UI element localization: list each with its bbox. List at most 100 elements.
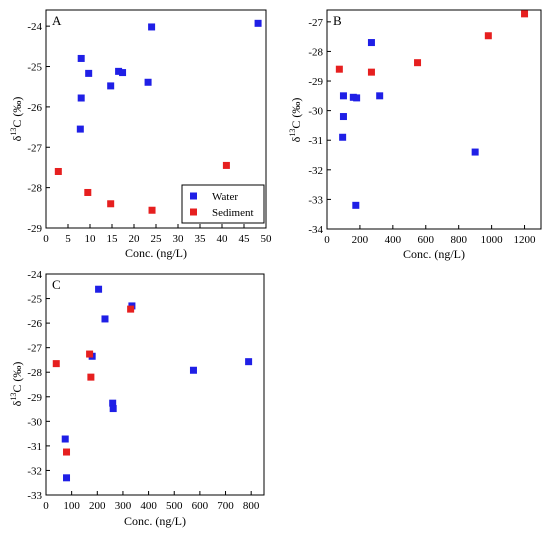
water-point (95, 285, 103, 293)
y-tick-label: -29 (27, 392, 42, 404)
y-tick-label: -25 (27, 294, 42, 306)
x-tick-label: 800 (450, 234, 467, 246)
water-point (77, 54, 85, 62)
sediment-point (367, 68, 375, 76)
y-axis-label: δ13C (‰) (288, 98, 303, 143)
y-tick-label: -33 (27, 490, 42, 502)
x-tick-label: 1000 (481, 234, 504, 246)
x-tick-label: 200 (352, 234, 369, 246)
water-point (148, 23, 156, 31)
water-point (471, 148, 479, 156)
water-point (63, 474, 71, 482)
water-point (61, 435, 69, 443)
sediment-point (52, 360, 60, 368)
x-tick-label: 30 (173, 233, 185, 245)
water-point (119, 69, 127, 77)
x-tick-label: 1200 (514, 234, 537, 246)
water-point (352, 201, 360, 209)
water-point (77, 94, 85, 102)
x-tick-label: 15 (107, 233, 119, 245)
y-tick-label: -26 (27, 102, 42, 114)
x-tick-label: 400 (385, 234, 402, 246)
sediment-point (414, 59, 422, 67)
chart-panel-a: 0 5 10 15 20 25 30 35 40 45 50 -29 -28 -27 -26 -25 -24 A C… (9, 9, 273, 260)
y-tick-label: -32 (27, 465, 42, 477)
y-tick-label: -29 (308, 76, 323, 88)
y-tick-label: -28 (308, 46, 323, 58)
water-legend-marker (190, 192, 197, 200)
x-tick-label: 10 (85, 233, 97, 245)
x-tick-label: 45 (239, 233, 251, 245)
x-tick-label: 25 (151, 233, 163, 245)
x-tick-label: 20 (129, 233, 141, 245)
x-tick-label: 50 (261, 233, 273, 245)
sediment-point (127, 305, 135, 313)
x-tick-label: 0 (43, 500, 49, 512)
x-tick-label: 100 (63, 500, 80, 512)
y-tick-label: -24 (27, 269, 42, 281)
y-tick-label: -29 (27, 223, 42, 235)
y-tick-label: -27 (27, 142, 42, 154)
water-point (85, 69, 93, 77)
x-axis-label: Conc. (ng/L) (125, 246, 187, 260)
y-tick-label: -27 (27, 343, 42, 355)
y-tick-label: -27 (308, 17, 323, 29)
y-tick-label: -30 (308, 106, 323, 118)
water-point (109, 399, 117, 407)
y-tick-label: -26 (27, 318, 42, 330)
sediment-point (148, 206, 156, 214)
plot-frame (326, 9, 542, 230)
water-point (76, 125, 84, 133)
panel-label: C (52, 277, 61, 292)
x-tick-label: 5 (65, 233, 71, 245)
chart-panel-c: 0 100 200 300 400 500 600 700 800 -33 -32 -31 -30 -29… (9, 269, 265, 528)
water-point (245, 358, 253, 366)
sediment-point (222, 161, 230, 169)
water-point (376, 92, 384, 100)
legend: Water Sediment (181, 184, 265, 224)
y-tick-label: -31 (308, 135, 323, 147)
x-tick-label: 300 (115, 500, 132, 512)
sediment-point (84, 188, 92, 196)
x-tick-label: 0 (324, 234, 330, 246)
x-tick-label: 700 (217, 500, 234, 512)
water-legend-label: Water (212, 191, 238, 203)
x-axis-label: Conc. (ng/L) (403, 247, 465, 261)
sediment-point (521, 10, 529, 18)
water-point (107, 82, 115, 90)
water-point (101, 315, 109, 323)
water-point (339, 92, 347, 100)
y-tick-label: -32 (308, 165, 323, 177)
sediment-point (63, 448, 71, 456)
x-tick-label: 800 (243, 500, 260, 512)
water-point (339, 113, 347, 121)
y-tick-label: -28 (27, 367, 42, 379)
water-point (353, 94, 361, 102)
panel-label: A (52, 13, 62, 28)
sediment-point (335, 65, 343, 73)
y-tick-label: -34 (308, 224, 323, 236)
sediment-legend-marker (190, 208, 197, 216)
y-tick-label: -25 (27, 62, 42, 74)
x-tick-label: 35 (195, 233, 207, 245)
sediment-point (484, 32, 492, 40)
y-tick-label: -28 (27, 183, 42, 195)
sediment-point (107, 200, 115, 208)
y-tick-label: -31 (27, 441, 42, 453)
legend-box (181, 184, 265, 224)
y-tick-label: -24 (27, 21, 42, 33)
x-tick-label: 600 (192, 500, 209, 512)
water-point (254, 19, 262, 27)
sediment-point (86, 350, 94, 358)
water-point (115, 67, 123, 75)
x-tick-label: 600 (418, 234, 435, 246)
sediment-legend-label: Sediment (212, 207, 254, 219)
chart-panel-b: 0 200 400 600 800 1000 1200 -34 -33 -32 -31 -30 -29 -… (288, 9, 542, 261)
y-axis-label: δ13C (‰) (9, 97, 24, 142)
x-tick-label: 500 (166, 500, 183, 512)
x-tick-label: 0 (43, 233, 49, 245)
water-point (109, 405, 117, 413)
y-tick-label: -33 (308, 194, 323, 206)
x-tick-label: 200 (89, 500, 106, 512)
